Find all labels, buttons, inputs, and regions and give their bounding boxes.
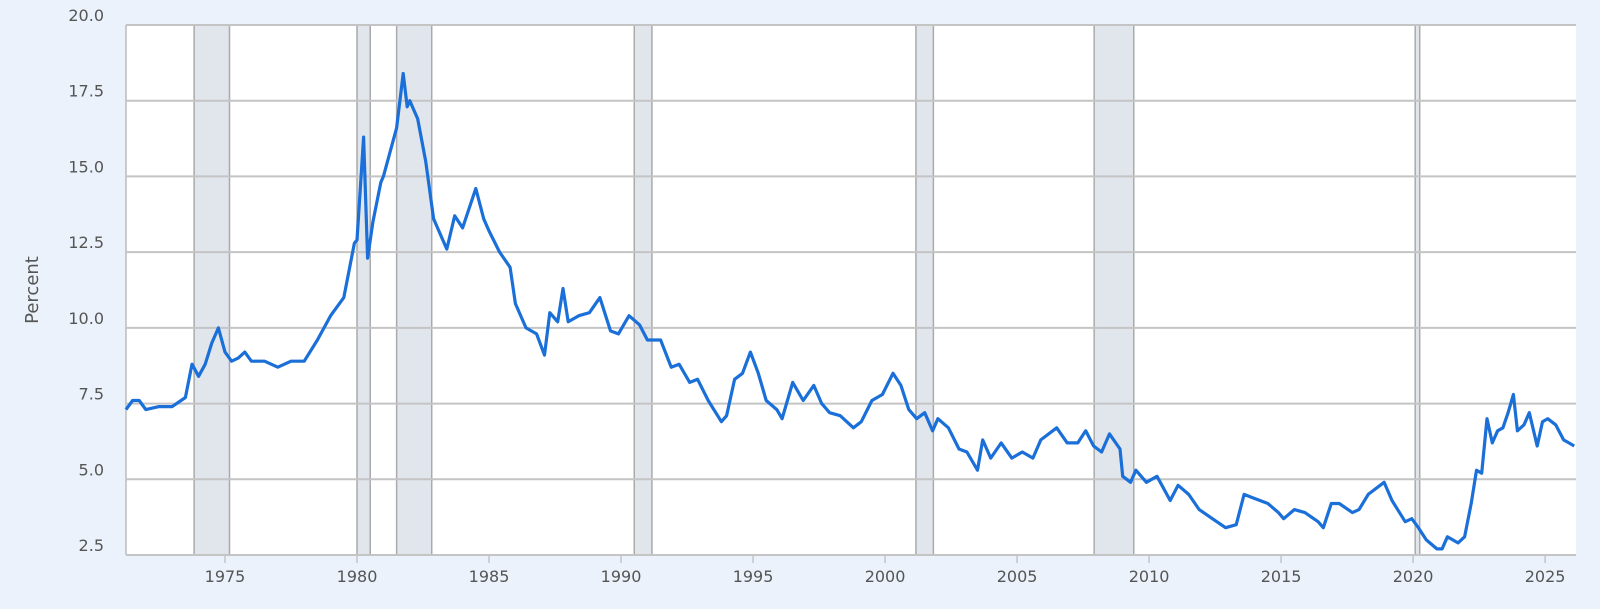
recession-band [634, 25, 652, 555]
series-line [124, 71, 1576, 551]
y-tick-label: 10.0 [68, 309, 104, 328]
y-tick-label: 12.5 [68, 233, 104, 252]
recession-band [357, 25, 371, 555]
x-tick-label: 2005 [997, 567, 1038, 586]
x-tick-label: 2010 [1129, 567, 1170, 586]
y-tick-label: 2.5 [79, 536, 104, 555]
x-tick-label: 1980 [337, 567, 378, 586]
x-tick-label: 1975 [205, 567, 246, 586]
x-tick-label: 2015 [1261, 567, 1302, 586]
x-tick-label: 2025 [1525, 567, 1566, 586]
plot-area [126, 25, 1576, 555]
x-tick-label: 2000 [865, 567, 906, 586]
x-tick-label: 1985 [469, 567, 510, 586]
recession-band [1094, 25, 1134, 555]
y-tick-label: 15.0 [68, 157, 104, 176]
recession-band [915, 25, 934, 555]
y-axis-label: Percent [22, 256, 43, 324]
recession-band [396, 25, 432, 555]
y-tick-label: 7.5 [79, 385, 104, 404]
y-tick-label: 17.5 [68, 82, 104, 101]
x-tick-label: 1995 [733, 567, 774, 586]
recession-band [1415, 25, 1420, 555]
y-tick-label: 5.0 [79, 460, 104, 479]
recession-band [194, 25, 230, 555]
y-tick-label: 20.0 [68, 6, 104, 25]
x-tick-label: 1990 [601, 567, 642, 586]
x-tick-label: 2020 [1393, 567, 1434, 586]
